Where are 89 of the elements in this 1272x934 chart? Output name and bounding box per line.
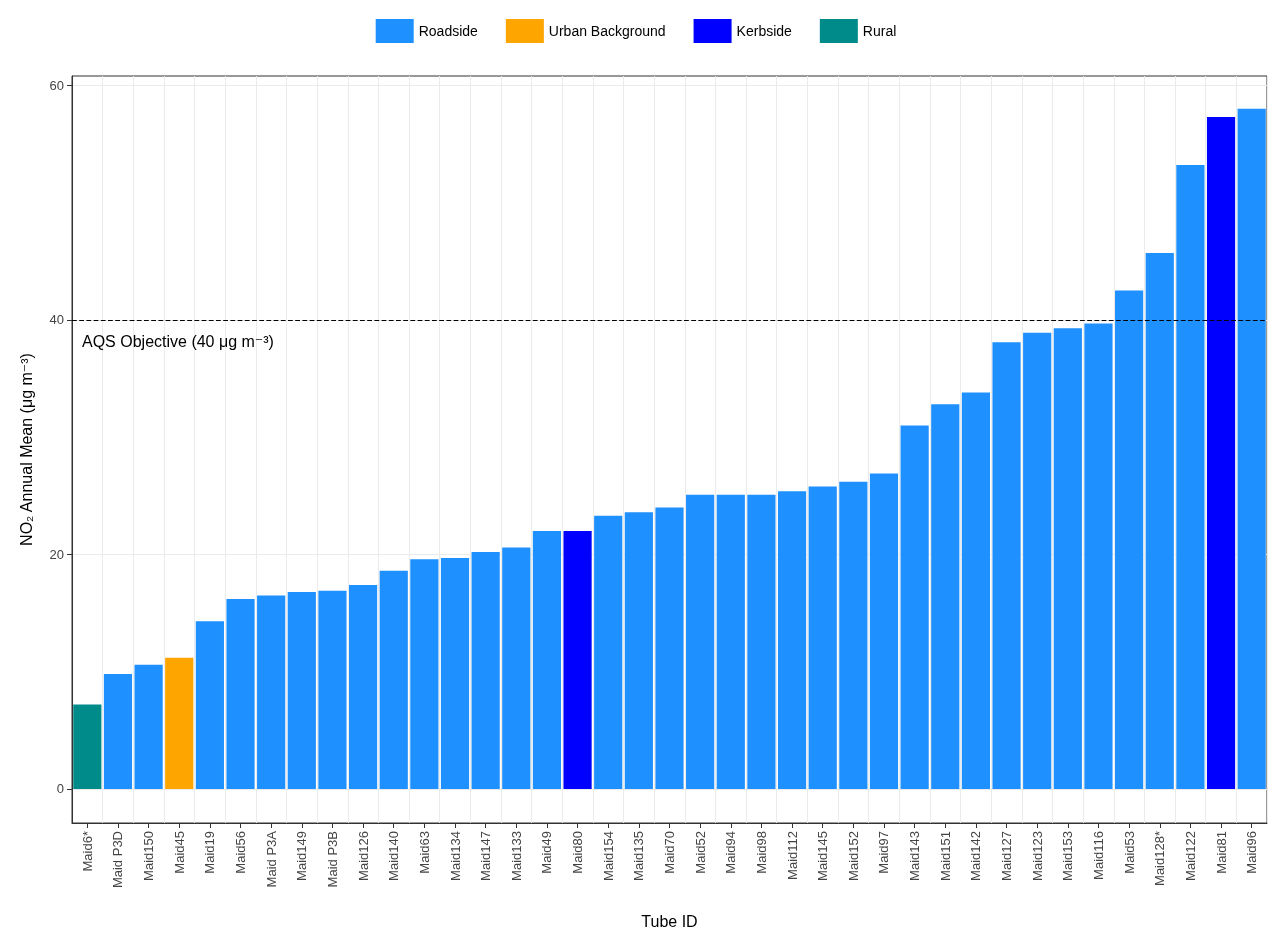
- x-tick-label: Maid135: [631, 831, 647, 881]
- legend-label: Rural: [862, 23, 897, 39]
- bar: [195, 621, 224, 789]
- bar: [471, 552, 500, 789]
- x-tick-label: Maid81: [1213, 831, 1229, 874]
- x-tick-label: Maid98: [753, 831, 769, 874]
- x-tick-label: Maid153: [1060, 831, 1076, 881]
- y-tick-label: 60: [49, 77, 64, 93]
- x-tick-label: Maid56: [233, 831, 249, 874]
- bar: [1237, 108, 1266, 789]
- x-tick-label: Maid149: [294, 831, 310, 881]
- x-tick-label: Maid70: [662, 831, 677, 874]
- x-tick-label: Maid52: [692, 831, 708, 874]
- x-tick-label: Maid49: [539, 831, 555, 874]
- x-tick-label: Maid63: [416, 831, 432, 874]
- y-tick-label: 20: [49, 546, 64, 562]
- bar: [563, 531, 592, 789]
- bar: [777, 491, 807, 789]
- bar: [410, 559, 439, 789]
- x-tick-label: Maid140: [386, 831, 402, 881]
- x-tick-label: Maid142: [968, 831, 984, 881]
- x-tick-label: Maid53: [1121, 831, 1137, 874]
- bar: [1084, 323, 1113, 789]
- y-axis-title: NO₂ Annual Mean (μg m⁻³): [17, 353, 35, 546]
- bar: [532, 531, 562, 789]
- bar: [655, 507, 684, 789]
- x-tick-label: Maid P3D: [110, 831, 126, 889]
- bar: [379, 570, 408, 789]
- bar: [226, 599, 255, 789]
- bar: [1023, 332, 1052, 789]
- bar: [808, 486, 837, 789]
- bar: [1053, 328, 1082, 789]
- bar: [103, 674, 133, 789]
- x-tick-label: Maid80: [570, 831, 586, 874]
- bar: [747, 494, 776, 789]
- x-tick-label: Maid122: [1182, 831, 1198, 881]
- x-tick-label: Maid154: [600, 831, 616, 881]
- bar: [440, 557, 470, 789]
- bar: [1176, 165, 1205, 789]
- bar: [624, 512, 653, 789]
- bar: [257, 595, 286, 789]
- x-tick-label: Maid96: [1244, 831, 1260, 874]
- bar: [869, 473, 899, 789]
- x-tick-label: Maid143: [907, 831, 923, 881]
- x-tick-label: Maid6*: [79, 831, 95, 872]
- x-tick-label: Maid112: [784, 831, 800, 880]
- bar: [686, 494, 715, 789]
- x-tick-label: Maid128*: [1152, 831, 1168, 886]
- x-tick-label: Maid145: [815, 831, 831, 881]
- x-tick-label: Maid126: [355, 831, 371, 881]
- x-tick-label: Maid94: [723, 831, 739, 874]
- legend-label: Urban Background: [548, 23, 666, 39]
- x-tick-label: Maid123: [1029, 831, 1045, 881]
- bar: [931, 404, 960, 789]
- bar: [287, 591, 316, 789]
- bar: [502, 547, 531, 789]
- bar: [961, 392, 991, 789]
- bar: [348, 584, 378, 789]
- bar: [839, 481, 868, 789]
- x-tick-label: Maid152: [845, 831, 861, 881]
- x-axis-title: Tube ID: [641, 912, 698, 930]
- bar: [318, 590, 347, 789]
- x-tick-label: Maid147: [478, 831, 494, 881]
- bar: [73, 704, 102, 789]
- x-tick-label: Maid116: [1090, 831, 1106, 880]
- y-tick-label: 0: [56, 781, 64, 797]
- x-tick-label: Maid151: [937, 831, 953, 881]
- bar: [134, 664, 163, 789]
- ref-line-label: AQS Objective (40 μg m⁻³): [82, 333, 274, 351]
- x-tick-label: Maid127: [999, 831, 1015, 881]
- x-tick-label: Maid134: [447, 831, 463, 881]
- bar: [992, 342, 1021, 789]
- x-tick-label: Maid45: [171, 831, 187, 874]
- x-tick-label: Maid150: [141, 831, 157, 881]
- bar: [1206, 117, 1236, 789]
- x-tick-label: Maid19: [202, 831, 218, 874]
- bar: [165, 657, 194, 789]
- x-tick-label: Maid P3B: [324, 831, 340, 888]
- bar: [594, 515, 623, 789]
- bar: [1115, 290, 1144, 789]
- legend-label: Kerbside: [736, 23, 793, 39]
- bar: [900, 425, 929, 789]
- y-tick-label: 40: [49, 312, 64, 328]
- bar: [1145, 253, 1174, 789]
- x-tick-label: Maid97: [876, 831, 892, 874]
- x-tick-label: Maid P3A: [263, 830, 279, 888]
- x-tick-label: Maid133: [508, 831, 524, 881]
- bar: [716, 494, 745, 789]
- legend-label: Roadside: [418, 23, 479, 39]
